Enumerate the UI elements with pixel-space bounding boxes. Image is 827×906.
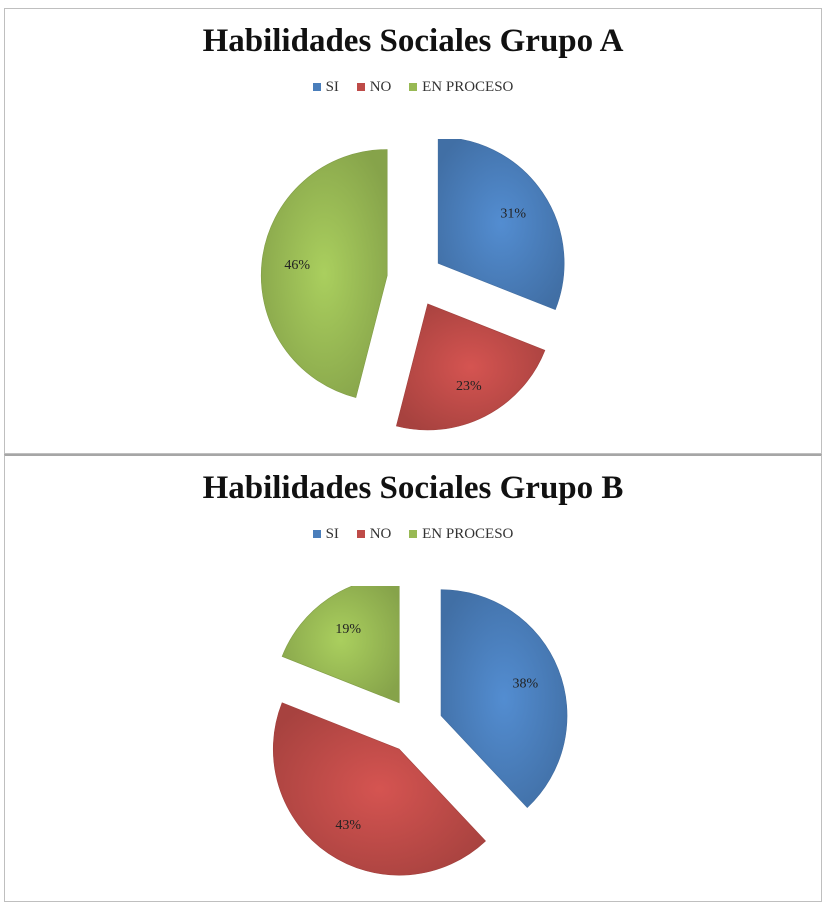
chart-title: Habilidades Sociales Grupo B [202,470,624,506]
pie-slice-en-proceso [281,586,400,704]
legend-label: EN PROCESO [422,526,514,542]
chart-panel-grupo-a: Habilidades Sociales Grupo A SI NO EN PR… [4,8,822,454]
legend-swatch-en-proceso [409,82,418,91]
legend-item-si: SI [312,526,339,543]
legend-swatch-no [356,82,365,91]
legend-label: NO [369,79,392,95]
legend-label: NO [369,526,392,542]
legend-item-si: SI [312,79,339,96]
data-label-en-proceso: 46% [284,258,310,273]
legend-item-en-proceso: EN PROCESO [409,79,513,96]
data-label-no: 23% [456,379,482,394]
legend-label: EN PROCESO [422,79,514,95]
pie-slice-no [272,702,486,876]
legend-swatch-si [312,82,321,91]
pie-slice-si [437,139,565,311]
chart-legend: SI NO EN PROCESO [5,526,821,543]
pie-chart-grupo-b: 38% 43% 19% [272,586,568,876]
data-label-en-proceso: 19% [335,622,361,637]
pie-slice-no [396,303,546,431]
legend-item-en-proceso: EN PROCESO [409,526,513,543]
chart-title: Habilidades Sociales Grupo A [202,23,624,59]
legend-swatch-en-proceso [409,529,418,538]
legend-label: SI [325,79,339,95]
pie-chart-grupo-a: 31% 23% 46% [260,139,565,431]
chart-legend: SI NO EN PROCESO [5,79,821,96]
legend-label: SI [325,526,339,542]
legend-swatch-si [312,529,321,538]
data-label-no: 43% [335,818,361,833]
data-label-si: 38% [513,676,539,691]
data-label-si: 31% [500,206,526,221]
legend-swatch-no [356,529,365,538]
legend-item-no: NO [356,526,392,543]
pie-slice-en-proceso [260,149,388,398]
chart-panel-grupo-b: Habilidades Sociales Grupo B SI NO EN PR… [4,454,822,902]
legend-item-no: NO [356,79,392,96]
pie-slice-si [440,589,568,808]
